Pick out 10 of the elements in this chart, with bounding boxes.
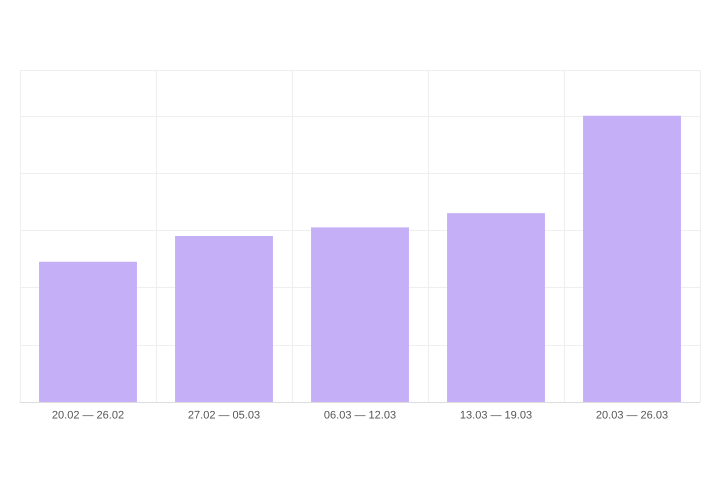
x-tick-label: 13.03 — 19.03 bbox=[460, 410, 532, 422]
x-tick-label: 20.02 — 26.02 bbox=[52, 410, 124, 422]
x-tick-label: 27.02 — 05.03 bbox=[188, 410, 260, 422]
x-tick-label: 06.03 — 12.03 bbox=[324, 410, 396, 422]
x-tick-label: 20.03 — 26.03 bbox=[596, 410, 668, 422]
bar bbox=[311, 227, 409, 402]
bar bbox=[39, 262, 137, 402]
bar bbox=[583, 116, 681, 402]
bar bbox=[175, 236, 273, 402]
bar bbox=[447, 213, 545, 402]
